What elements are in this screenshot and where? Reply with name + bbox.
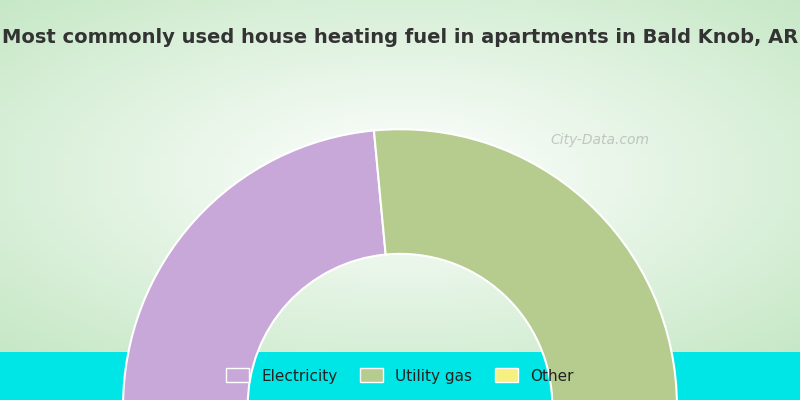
- Wedge shape: [123, 130, 386, 400]
- Text: City-Data.com: City-Data.com: [550, 133, 650, 147]
- Wedge shape: [374, 129, 677, 400]
- Legend: Electricity, Utility gas, Other: Electricity, Utility gas, Other: [220, 362, 580, 390]
- Text: Most commonly used house heating fuel in apartments in Bald Knob, AR: Most commonly used house heating fuel in…: [2, 28, 798, 47]
